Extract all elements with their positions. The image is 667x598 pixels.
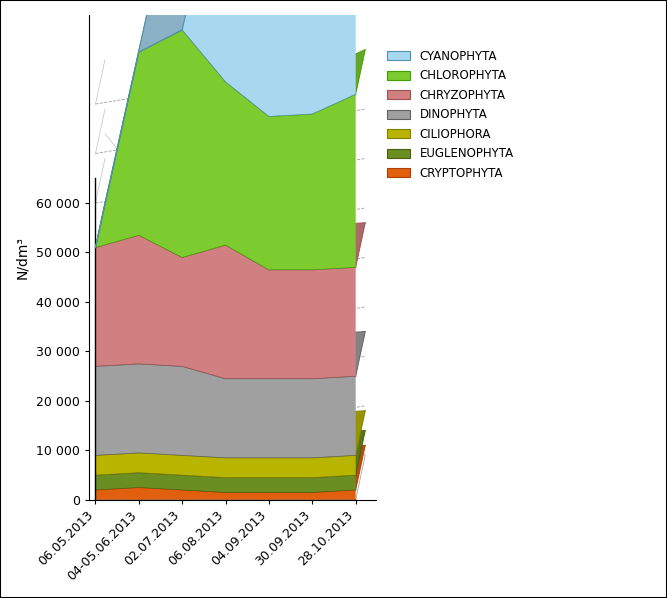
Polygon shape bbox=[95, 0, 366, 248]
Polygon shape bbox=[95, 472, 356, 492]
Polygon shape bbox=[95, 191, 366, 270]
Polygon shape bbox=[95, 487, 356, 500]
Polygon shape bbox=[95, 30, 356, 270]
Legend: CYANOPHYTA, CHLOROPHYTA, CHRYZOPHYTA, DINOPHYTA, CILIOPHORA, EUGLENOPHYTA, CRYPT: CYANOPHYTA, CHLOROPHYTA, CHRYZOPHYTA, DI… bbox=[382, 45, 519, 185]
Polygon shape bbox=[95, 453, 356, 478]
Polygon shape bbox=[95, 428, 366, 478]
Polygon shape bbox=[95, 408, 366, 457]
Polygon shape bbox=[95, 235, 356, 379]
Y-axis label: N/dm³: N/dm³ bbox=[15, 236, 29, 279]
Polygon shape bbox=[95, 364, 356, 457]
Polygon shape bbox=[95, 0, 366, 248]
Polygon shape bbox=[95, 443, 366, 492]
Polygon shape bbox=[95, 319, 366, 379]
Polygon shape bbox=[95, 0, 356, 248]
